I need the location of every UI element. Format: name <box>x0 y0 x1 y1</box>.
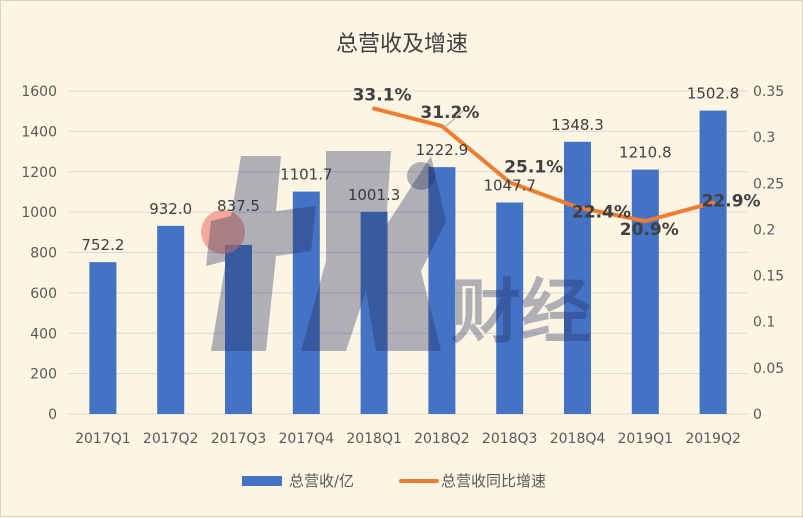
legend-swatch-bar <box>242 476 282 486</box>
line-data-label: 22.4% <box>572 202 631 222</box>
x-tick-label: 2017Q2 <box>143 431 199 447</box>
y-right-tick-label: 0 <box>753 407 762 423</box>
bar-data-label: 1348.3 <box>551 116 604 134</box>
line-data-label: 25.1% <box>504 157 563 177</box>
y-left-tick-label: 600 <box>30 286 57 302</box>
y-left-tick-label: 1200 <box>21 165 57 181</box>
y-right-tick-label: 0.1 <box>753 315 775 331</box>
bar-data-label: 837.5 <box>217 197 260 215</box>
bar-data-label: 932.0 <box>149 200 192 218</box>
growth-line <box>372 106 716 224</box>
y-right-tick-label: 0.25 <box>753 176 784 192</box>
bar-data-label: 752.2 <box>81 236 124 254</box>
bar <box>89 262 117 414</box>
bar <box>699 110 727 414</box>
x-tick-label: 2018Q2 <box>414 431 470 447</box>
bar <box>157 225 185 414</box>
bar-data-label: 1210.8 <box>619 144 672 162</box>
x-tick-label: 2017Q1 <box>75 431 131 447</box>
x-tick-label: 2019Q1 <box>618 431 674 447</box>
y-left-tick-label: 800 <box>30 246 57 262</box>
y-right-tick-label: 0.3 <box>753 130 775 146</box>
bar <box>631 169 659 414</box>
line-data-label: 20.9% <box>620 220 679 240</box>
y-right-tick-label: 0.35 <box>753 84 784 100</box>
y-left-tick-label: 1400 <box>21 124 57 140</box>
y-left-tick-label: 1000 <box>21 205 57 221</box>
bar-data-label: 1001.3 <box>348 186 401 204</box>
label-leader-line <box>443 110 464 129</box>
x-tick-label: 2019Q2 <box>685 431 741 447</box>
y-left-tick-label: 400 <box>30 326 57 342</box>
y-left-tick-label: 1600 <box>21 84 57 100</box>
x-tick-label: 2017Q3 <box>211 431 267 447</box>
y-right-tick-label: 0.2 <box>753 222 775 238</box>
x-tick-label: 2018Q4 <box>550 431 606 447</box>
legend-label-bar: 总营收/亿 <box>289 472 354 490</box>
bar-data-label: 1047.7 <box>483 176 536 194</box>
bar-data-label: 1222.9 <box>416 141 469 159</box>
line-data-label: 33.1% <box>353 86 412 106</box>
bar <box>428 167 456 414</box>
x-tick-label: 2018Q1 <box>346 431 402 447</box>
chart-title: 总营收及增速 <box>336 32 468 57</box>
x-tick-label: 2018Q3 <box>482 431 538 447</box>
bar-data-label: 1502.8 <box>687 85 740 103</box>
bar <box>496 202 524 414</box>
legend-label-line: 总营收同比增速 <box>441 472 546 490</box>
y-left-tick-label: 0 <box>48 407 57 423</box>
line-data-label: 22.9% <box>702 192 761 212</box>
bar <box>225 244 252 414</box>
bar <box>360 211 388 414</box>
line-data-label: 31.2% <box>420 103 479 123</box>
watermark-dot-icon <box>201 210 245 254</box>
bar <box>564 141 591 414</box>
x-tick-label: 2017Q4 <box>279 431 335 447</box>
y-right-tick-label: 0.15 <box>753 269 784 285</box>
y-left-tick-label: 200 <box>30 367 57 383</box>
y-right-tick-label: 0.05 <box>753 361 784 377</box>
bar-data-label: 1101.7 <box>280 166 333 184</box>
bar <box>292 191 320 414</box>
